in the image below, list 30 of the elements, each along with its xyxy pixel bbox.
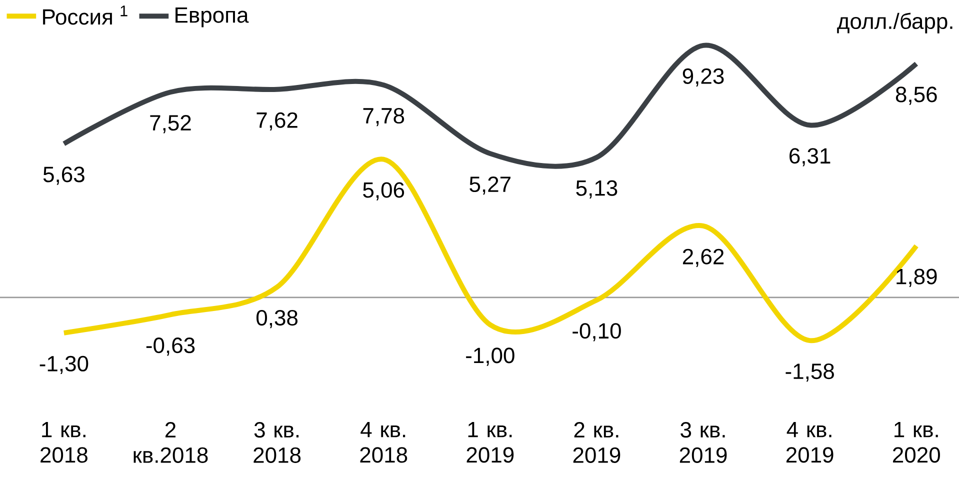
- data-label: 5,63: [43, 166, 84, 185]
- x-tick-label: 3 кв. 2019: [680, 422, 727, 463]
- data-label: 7,52: [150, 115, 191, 134]
- data-label: 7,62: [256, 112, 298, 131]
- data-label: -0,63: [146, 338, 195, 356]
- x-tick-label: 3 кв. 2018: [254, 422, 301, 463]
- data-label: 2,62: [682, 248, 724, 268]
- x-tick-label: 1 кв. 2019: [466, 422, 514, 463]
- x-tick-label: 1 кв. 2020: [893, 422, 940, 463]
- legend-label: Европа: [176, 8, 249, 28]
- y-axis-title: долл./барр.: [837, 12, 952, 34]
- x-tick-label: 4 кв. 2018: [360, 422, 408, 463]
- data-label: 9,23: [682, 68, 724, 87]
- data-label: 7,78: [363, 108, 404, 126]
- x-tick-label: 2 кв. 2019: [573, 422, 620, 463]
- data-label: 6,31: [790, 148, 830, 166]
- data-label: -1,00: [466, 348, 514, 366]
- data-label: 5,06: [363, 182, 404, 200]
- x-tick-label: 4 кв. 2019: [786, 422, 834, 463]
- data-label: 5,27: [470, 176, 510, 195]
- data-label: 8,56: [896, 86, 937, 105]
- legend-label: Россия $^{1}$: [43, 6, 128, 25]
- data-label: 1,89: [896, 268, 937, 287]
- data-label: 0,38: [256, 310, 298, 328]
- data-label: 5,13: [576, 180, 618, 198]
- x-tick-label: 2 кв.2018: [134, 422, 208, 463]
- data-label: -1,30: [40, 356, 88, 374]
- data-label: -0,10: [572, 323, 621, 342]
- x-tick-label: 1 кв. 2018: [40, 422, 88, 463]
- data-label: -1,58: [786, 363, 834, 382]
